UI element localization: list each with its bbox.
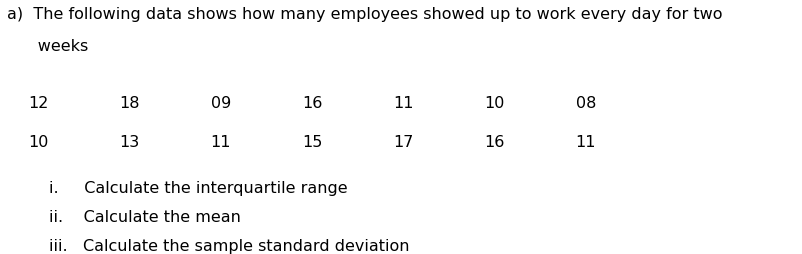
Text: 08: 08: [576, 96, 596, 112]
Text: 15: 15: [302, 135, 322, 150]
Text: i.     Calculate the interquartile range: i. Calculate the interquartile range: [49, 181, 348, 196]
Text: a)  The following data shows how many employees showed up to work every day for : a) The following data shows how many emp…: [7, 7, 723, 22]
Text: 16: 16: [484, 135, 504, 150]
Text: 11: 11: [576, 135, 596, 150]
Text: 18: 18: [119, 96, 140, 112]
Text: 13: 13: [119, 135, 140, 150]
Text: iii.   Calculate the sample standard deviation: iii. Calculate the sample standard devia…: [49, 239, 410, 253]
Text: 17: 17: [393, 135, 413, 150]
Text: 11: 11: [393, 96, 414, 112]
Text: 10: 10: [484, 96, 504, 112]
Text: weeks: weeks: [7, 39, 88, 54]
Text: 16: 16: [302, 96, 322, 112]
Text: ii.    Calculate the mean: ii. Calculate the mean: [49, 210, 241, 225]
Text: 12: 12: [28, 96, 48, 112]
Text: 11: 11: [211, 135, 231, 150]
Text: 09: 09: [211, 96, 231, 112]
Text: 10: 10: [28, 135, 48, 150]
